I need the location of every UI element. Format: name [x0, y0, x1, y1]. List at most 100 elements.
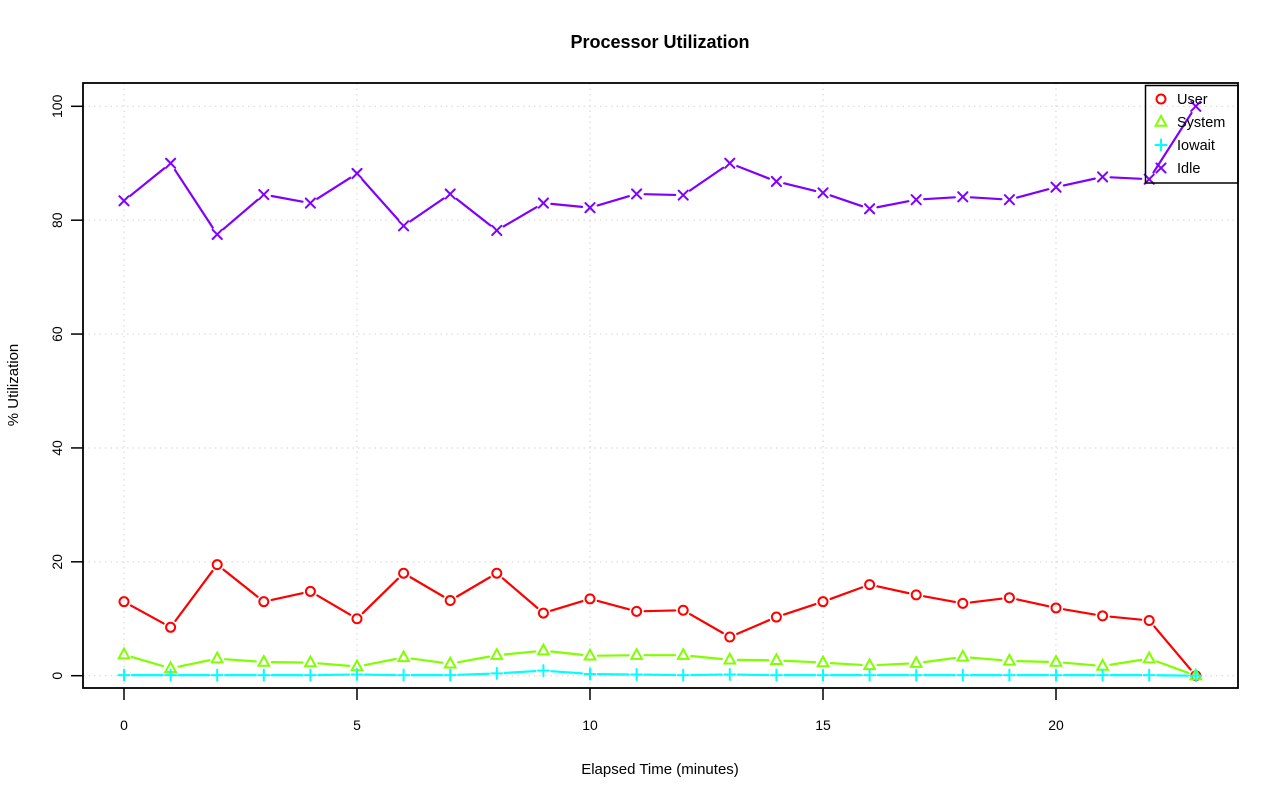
- system-marker: [862, 657, 877, 671]
- system-line-segment: [456, 655, 491, 664]
- idle-marker: [910, 194, 922, 206]
- user-marker: [1003, 592, 1015, 604]
- idle-line-segment: [502, 206, 538, 228]
- idle-marker: [537, 197, 549, 209]
- idle-marker: [211, 228, 223, 241]
- user-line-segment: [969, 597, 1003, 604]
- system-marker: [1142, 650, 1157, 664]
- idle-marker: [444, 188, 456, 200]
- idle-marker: [584, 202, 596, 214]
- x-tick-label: 15: [815, 717, 831, 733]
- y-tick-label: 20: [49, 554, 65, 570]
- user-marker: [444, 595, 456, 607]
- series-iowait: [117, 664, 1203, 683]
- system-marker: [629, 647, 644, 660]
- idle-marker: [631, 188, 643, 200]
- user-line-segment: [643, 609, 677, 613]
- system-marker: [256, 653, 271, 667]
- idle-marker: [351, 167, 363, 180]
- user-line-segment: [782, 603, 817, 616]
- y-tick-label: 80: [49, 212, 65, 228]
- legend-label-iowait: Iowait: [1177, 138, 1215, 154]
- legend-system-icon: [1154, 113, 1168, 127]
- user-marker: [351, 613, 363, 625]
- system-line-segment: [550, 650, 584, 656]
- system-line-segment: [969, 656, 1003, 662]
- user-marker: [304, 585, 316, 597]
- user-line-segment: [409, 576, 445, 598]
- system-marker: [210, 650, 225, 664]
- idle-line-segment: [361, 178, 400, 221]
- x-tick-label: 5: [353, 717, 361, 733]
- user-marker: [398, 567, 410, 579]
- chart-title: Processor Utilization: [570, 32, 749, 52]
- system-line-segment: [363, 657, 397, 667]
- legend: User System Iowait Idle: [1144, 84, 1239, 184]
- idle-line-segment: [409, 197, 445, 223]
- system-marker: [1002, 652, 1017, 666]
- idle-marker: [1097, 171, 1109, 183]
- system-line-segment: [224, 658, 257, 663]
- idle-line-segment: [969, 196, 1003, 201]
- legend-label-system: System: [1177, 115, 1225, 131]
- user-marker: [165, 621, 177, 633]
- user-line-segment: [129, 604, 165, 625]
- system-line-segment: [1016, 659, 1050, 663]
- user-line-segment: [876, 585, 910, 595]
- idle-line-segment: [316, 176, 352, 200]
- user-line-segment: [174, 569, 214, 622]
- user-line-segment: [736, 619, 771, 635]
- idle-line-segment: [455, 197, 492, 227]
- y-axis-label: % Utilization: [5, 344, 22, 427]
- user-line-segment: [1062, 608, 1096, 616]
- idle-line-segment: [1062, 177, 1096, 187]
- system-marker: [1095, 657, 1110, 671]
- idle-marker: [817, 187, 829, 199]
- idle-line-segment: [736, 165, 771, 180]
- idle-marker: [258, 188, 270, 201]
- idle-marker: [677, 189, 689, 201]
- series-system: [117, 642, 1203, 681]
- user-line-segment: [1109, 615, 1143, 621]
- user-marker: [1143, 614, 1155, 626]
- user-line-segment: [1016, 598, 1050, 608]
- iowait-line-segment: [457, 672, 490, 676]
- system-marker: [583, 647, 597, 661]
- x-axis-label: Elapsed Time (minutes): [581, 761, 739, 778]
- user-line-segment: [222, 568, 259, 598]
- idle-line-segment: [923, 196, 956, 201]
- x-tick-label: 0: [120, 717, 128, 733]
- idle-marker: [491, 224, 503, 237]
- user-marker: [258, 596, 270, 608]
- user-line-segment: [501, 577, 539, 609]
- y-tick-label: 40: [49, 440, 65, 456]
- idle-line-segment: [829, 194, 864, 208]
- user-marker: [677, 604, 689, 616]
- idle-marker: [957, 191, 969, 203]
- idle-line-segment: [1109, 176, 1143, 180]
- idle-marker: [864, 203, 876, 215]
- iowait-line-segment: [503, 669, 537, 675]
- user-line-segment: [270, 592, 304, 602]
- user-marker: [584, 593, 596, 605]
- idle-line-segment: [1016, 188, 1050, 199]
- legend-idle-icon: [1155, 162, 1167, 174]
- system-marker: [676, 647, 691, 660]
- user-marker: [770, 611, 782, 623]
- user-marker: [957, 597, 969, 609]
- user-marker: [910, 589, 922, 601]
- user-line-segment: [829, 586, 864, 601]
- user-line-segment: [689, 613, 724, 635]
- system-line-segment: [876, 662, 910, 667]
- system-marker: [489, 647, 504, 660]
- idle-line-segment: [643, 193, 677, 197]
- system-line-segment: [410, 657, 444, 664]
- system-marker: [1049, 653, 1063, 667]
- idle-line-segment: [222, 198, 259, 231]
- system-marker: [769, 652, 784, 666]
- idle-line-segment: [876, 200, 910, 209]
- system-line-segment: [130, 655, 165, 668]
- idle-marker: [1190, 100, 1202, 112]
- data-series: [117, 100, 1203, 683]
